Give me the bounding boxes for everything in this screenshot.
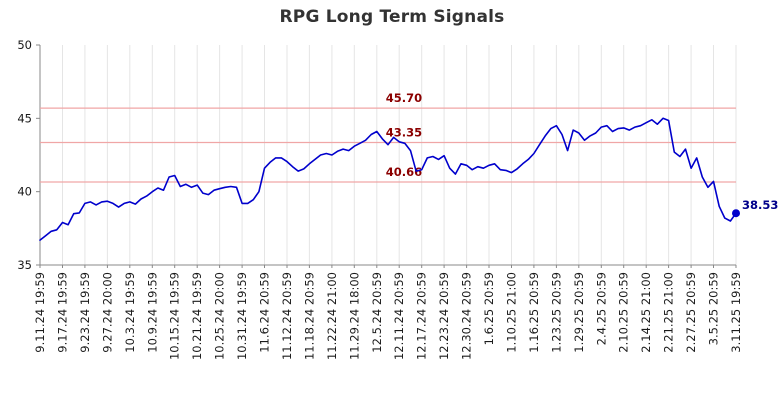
y-tick-label: 50 xyxy=(17,38,32,52)
x-tick-label: 1.23.25 20:59 xyxy=(549,272,563,353)
y-tick-label: 35 xyxy=(17,258,32,272)
reference-line-label: 43.35 xyxy=(386,126,422,140)
x-tick-label: 12.11.24 20:59 xyxy=(392,272,406,360)
x-tick-label: 2.14.25 21:00 xyxy=(639,272,653,353)
last-point-marker xyxy=(732,209,740,218)
y-tick-label: 40 xyxy=(17,185,32,199)
x-tick-label: 9.11.24 19:59 xyxy=(33,272,47,353)
x-tick-label: 1.6.25 20:59 xyxy=(482,272,496,345)
x-tick-label: 2.4.25 20:59 xyxy=(594,272,608,345)
reference-line-label: 40.66 xyxy=(386,165,422,179)
x-tick-label: 9.23.24 19:59 xyxy=(78,272,92,353)
x-tick-label: 1.10.25 21:00 xyxy=(505,272,519,353)
x-tick-label: 10.31.24 19:59 xyxy=(235,272,249,360)
x-tick-label: 1.16.25 20:59 xyxy=(527,272,541,353)
x-tick-label: 12.23.24 20:59 xyxy=(437,272,451,360)
x-tick-label: 10.15.24 19:59 xyxy=(168,272,182,360)
x-tick-label: 12.17.24 20:59 xyxy=(415,272,429,360)
reference-line-label: 45.70 xyxy=(386,91,422,105)
chart-title: RPG Long Term Signals xyxy=(279,7,505,27)
x-tick-label: 2.21.25 21:00 xyxy=(662,272,676,353)
x-tick-label: 9.27.24 20:00 xyxy=(100,272,114,353)
x-tick-label: 10.3.24 19:59 xyxy=(123,272,137,353)
last-value-label: 38.53 xyxy=(742,198,778,212)
x-tick-label: 12.5.24 20:59 xyxy=(370,272,384,353)
x-tick-label: 11.29.24 18:00 xyxy=(347,272,361,360)
x-tick-label: 10.25.24 20:00 xyxy=(213,272,227,360)
x-tick-label: 2.10.25 20:59 xyxy=(617,272,631,353)
x-tick-label: 11.12.24 20:59 xyxy=(280,272,294,360)
x-tick-label: 11.6.24 20:59 xyxy=(258,272,272,353)
x-tick-label: 2.27.25 20:59 xyxy=(684,272,698,353)
x-tick-label: 11.22.24 21:00 xyxy=(325,272,339,360)
x-tick-label: 11.18.24 20:59 xyxy=(302,272,316,360)
x-tick-label: 3.11.25 19:59 xyxy=(729,272,743,353)
price-line xyxy=(39,117,737,241)
x-tick-label: 10.9.24 19:59 xyxy=(145,272,159,353)
x-tick-label: 10.21.24 19:59 xyxy=(190,272,204,360)
y-tick-label: 45 xyxy=(17,111,32,125)
x-tick-label: 12.30.24 20:59 xyxy=(460,272,474,360)
x-tick-label: 1.29.25 20:59 xyxy=(572,272,586,353)
x-tick-label: 3.5.25 20:59 xyxy=(707,272,721,345)
x-tick-label: 9.17.24 19:59 xyxy=(56,272,70,353)
